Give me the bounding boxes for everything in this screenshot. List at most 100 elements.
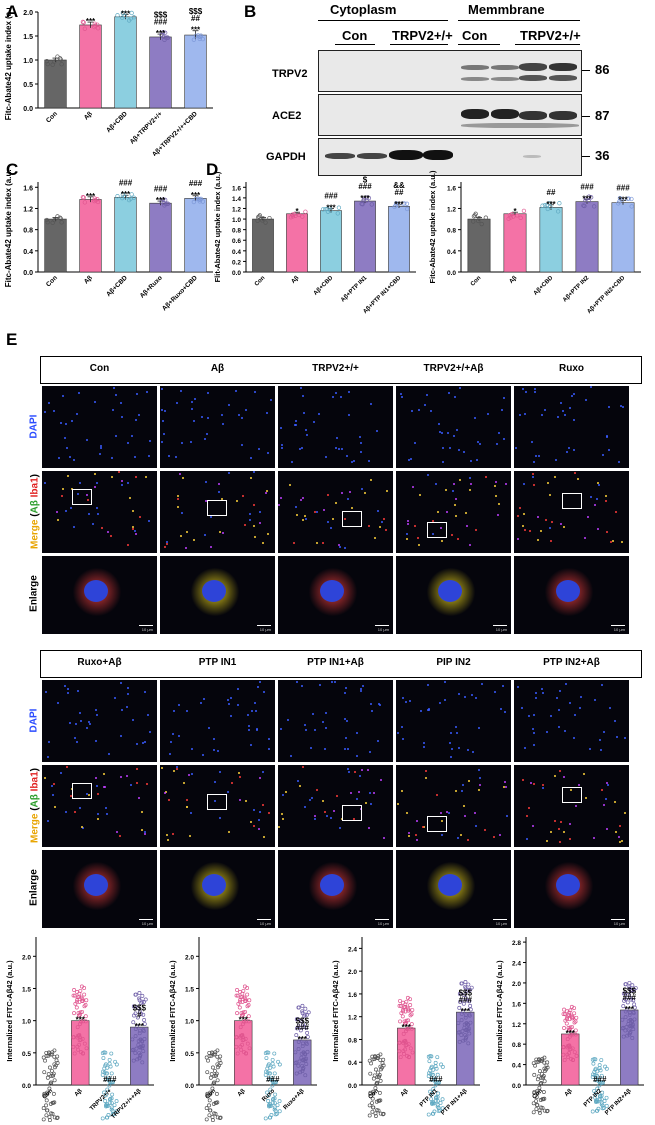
data-point [49,1111,54,1116]
data-point [84,1046,89,1051]
significance-mark: $$$ [133,1003,147,1012]
y-tick-label: 2.0 [23,10,33,17]
y-axis-label: Fitc-Abate42 uptake index (a.u.) [4,8,13,120]
category-label: Aβ+TRPV2+/+ [129,110,164,145]
data-point [398,1055,403,1060]
data-point [305,1049,310,1054]
data-point [398,1004,403,1008]
data-point [59,62,64,67]
merge-image [160,471,275,553]
data-point [631,1027,636,1032]
data-point [574,1053,579,1058]
zoom-box [72,489,92,505]
data-point [364,198,369,203]
y-tick-label: 1.2 [512,1022,521,1029]
data-point [327,205,332,210]
significance-mark: $$$ [189,8,203,16]
significance-mark: *** [618,196,628,205]
dapi-image [514,680,629,762]
data-point [264,1056,269,1060]
bar [184,34,207,109]
data-point [260,218,265,223]
y-tick-label: 1.6 [447,185,456,192]
merge-label: Merge [29,519,41,550]
data-point [375,1080,380,1085]
data-point [272,1071,277,1076]
data-point [101,1056,106,1060]
data-point [50,1052,55,1057]
data-point [48,1101,53,1106]
data-point [397,1049,402,1054]
data-point [570,1032,575,1037]
significance-mark: *** [156,196,166,205]
wb-lane-con-2: Con [462,28,488,43]
data-point [563,1018,568,1023]
category-label: Aβ+PTP IN1 [340,275,369,304]
data-point [476,218,481,224]
data-point [213,1068,217,1073]
data-point [137,1031,142,1036]
data-point [247,1046,252,1051]
data-point [131,1020,136,1025]
data-point [273,1092,278,1097]
data-point [436,1080,440,1085]
data-point [191,37,197,42]
significance-mark: *** [625,1005,635,1014]
data-point [588,195,594,200]
data-point [44,1113,49,1118]
data-point [600,1080,604,1085]
data-point [567,1051,572,1056]
data-point [616,201,621,206]
data-point [600,1106,605,1111]
data-point [429,1054,434,1059]
data-point [561,1052,566,1057]
significance-mark: ### [459,995,473,1004]
data-point [103,1099,108,1103]
data-point [52,59,57,64]
significance-mark: ### [616,184,630,193]
category-label: Ruxo+Aβ [283,1088,306,1111]
data-point [137,991,142,995]
data-point [624,1025,629,1030]
significance-mark: ### [358,182,372,191]
data-point [80,999,85,1003]
data-point [165,35,171,40]
scale-bar-label: 10 μm [141,921,153,926]
data-point [306,1010,311,1015]
category-label: Aβ+PTP IN1+CBD [362,275,402,315]
data-point [234,1044,239,1049]
data-point [165,201,171,206]
wb-protein-trpv2: TRPV2 [272,68,308,80]
data-point [93,197,98,203]
data-point [141,1027,146,1032]
data-point [570,1025,575,1029]
data-point [464,1027,469,1032]
data-point [218,1115,223,1120]
data-point [537,1057,541,1062]
data-point [561,1012,566,1016]
data-point [456,1030,461,1035]
chart-d2: Fitc-Abate42 uptake index (a.u.) 0.0 0.4 0.… [428,170,641,315]
data-point [241,1010,246,1015]
chart-e1: Internalized FITC-Aβ42 (a.u.) 0.0 0.5 1.0 1.… [5,937,154,1123]
data-point [130,1037,135,1042]
data-point [44,1050,49,1055]
row-label-merge: Merge (Aβ Iba1) [29,473,41,550]
significance-mark: ### [429,1075,443,1084]
data-point [44,59,49,64]
data-point [235,1051,240,1056]
data-point [301,1057,306,1062]
data-point [296,1047,301,1051]
data-point [604,1095,609,1100]
bar [539,207,563,273]
data-point [51,1100,56,1105]
data-point [404,1020,409,1025]
y-axis-label: Fitc-Abate42 uptake index (a.u.) [428,170,437,283]
data-point [374,1099,379,1104]
data-point [137,1028,142,1033]
data-point [114,1109,119,1114]
y-tick-label: 0.0 [185,1083,194,1090]
data-point [401,1041,406,1045]
y-tick-label: 1.5 [185,986,194,993]
y-tick-label: 1.0 [23,58,33,65]
